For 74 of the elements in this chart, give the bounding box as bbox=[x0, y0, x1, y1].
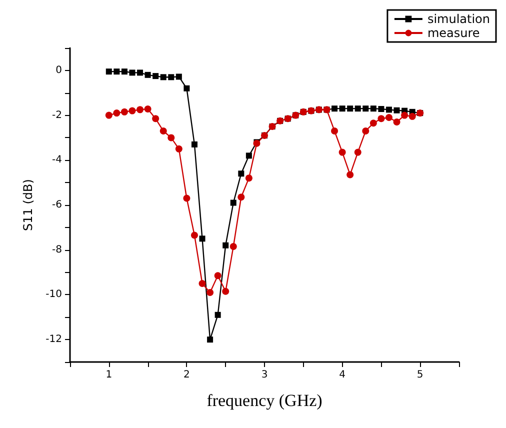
y-tick-label: -8 bbox=[52, 244, 62, 256]
point bbox=[245, 174, 252, 182]
point bbox=[222, 242, 229, 248]
point bbox=[394, 107, 400, 114]
point bbox=[385, 114, 392, 122]
x-axis-title: frequency (GHz) bbox=[206, 391, 322, 410]
point bbox=[198, 280, 206, 287]
point bbox=[214, 312, 221, 318]
point bbox=[199, 236, 206, 242]
point bbox=[175, 145, 182, 152]
point bbox=[137, 70, 144, 76]
y-tick-label: -2 bbox=[52, 110, 62, 121]
point bbox=[370, 120, 377, 127]
point bbox=[222, 288, 230, 295]
point bbox=[362, 127, 370, 134]
y-tick-label: -12 bbox=[46, 334, 62, 346]
point bbox=[408, 112, 416, 120]
x-tick-label: 5 bbox=[416, 370, 424, 380]
point bbox=[378, 106, 384, 112]
point bbox=[168, 134, 175, 142]
point bbox=[114, 68, 120, 75]
point bbox=[338, 148, 346, 156]
point bbox=[120, 108, 128, 116]
point bbox=[230, 200, 236, 206]
x-tick-label: 2 bbox=[184, 370, 190, 380]
x-tick-label: 1 bbox=[106, 370, 112, 380]
point bbox=[168, 74, 174, 80]
point bbox=[354, 148, 362, 156]
y-tick-label: -4 bbox=[52, 154, 62, 166]
point bbox=[370, 106, 376, 112]
point bbox=[331, 127, 338, 134]
y-axis-title: S11 (dB) bbox=[21, 179, 35, 231]
legend-label: simulation bbox=[427, 12, 490, 26]
x-tick-label: 3 bbox=[261, 370, 268, 380]
y-tick-label: -10 bbox=[46, 289, 62, 300]
point bbox=[129, 70, 136, 76]
point bbox=[176, 74, 182, 80]
point bbox=[121, 68, 128, 75]
point bbox=[214, 272, 222, 280]
point bbox=[184, 85, 190, 92]
point bbox=[160, 74, 166, 80]
point bbox=[362, 106, 369, 112]
point bbox=[191, 141, 198, 148]
point bbox=[106, 68, 112, 75]
point bbox=[401, 112, 408, 119]
point bbox=[246, 152, 252, 159]
point bbox=[230, 242, 237, 250]
point bbox=[113, 110, 120, 117]
point bbox=[206, 288, 214, 296]
legend-label: measure bbox=[427, 26, 480, 40]
y-tick-label: 0 bbox=[56, 64, 62, 76]
point bbox=[152, 73, 159, 80]
point bbox=[339, 106, 346, 112]
point bbox=[393, 118, 400, 126]
x-tick-label: 4 bbox=[339, 370, 346, 380]
point bbox=[183, 194, 190, 202]
point bbox=[332, 106, 338, 112]
point bbox=[354, 106, 361, 112]
point bbox=[238, 194, 245, 201]
point bbox=[386, 106, 392, 113]
point bbox=[144, 72, 151, 78]
point bbox=[346, 171, 354, 178]
point bbox=[105, 112, 112, 119]
point bbox=[152, 115, 160, 122]
point bbox=[136, 106, 144, 114]
point bbox=[207, 336, 214, 343]
point bbox=[238, 170, 244, 177]
point bbox=[144, 106, 152, 113]
point bbox=[190, 232, 198, 239]
point bbox=[347, 106, 354, 112]
point bbox=[128, 107, 136, 114]
y-tick-label: -6 bbox=[52, 200, 62, 210]
point bbox=[160, 127, 167, 134]
point bbox=[378, 115, 385, 122]
